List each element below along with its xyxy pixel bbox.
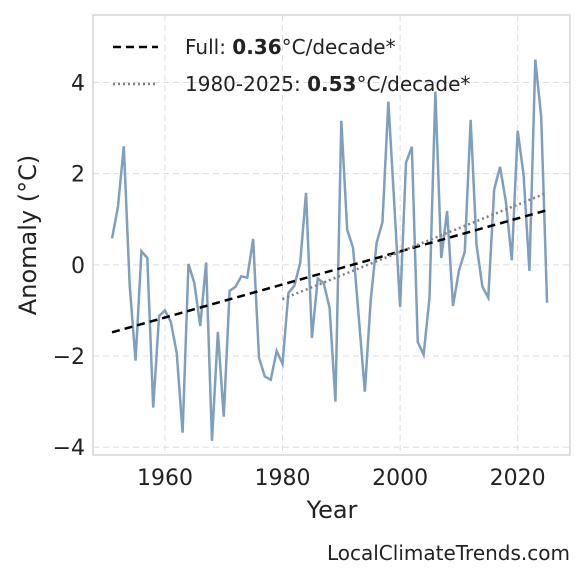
legend-label-part: °C/decade* (282, 35, 396, 59)
legend-label-part: 1980-2025: (185, 72, 307, 96)
legend-label: Full: 0.36°C/decade* (185, 35, 396, 59)
legend-label-part: 0.36 (232, 35, 281, 59)
series-line (111, 208, 548, 334)
y-tick-label: 4 (71, 71, 85, 96)
x-axis-label: Year (306, 496, 358, 524)
y-tick-label: −2 (53, 345, 85, 370)
x-tick-label: 2020 (490, 466, 546, 491)
series-line (110, 59, 549, 441)
y-tick-label: 0 (71, 254, 85, 279)
legend-label-part: °C/decade* (356, 72, 470, 96)
footer: LocalClimateTrends.com (327, 541, 570, 565)
x-tick-label: 1960 (137, 466, 193, 491)
legend-label: 1980-2025: 0.53°C/decade* (185, 72, 470, 96)
y-tick-label: 2 (71, 163, 85, 188)
y-axis-label: Anomaly (°C) (14, 155, 42, 315)
y-tick-label: −4 (53, 436, 85, 461)
x-tick-label: 2000 (372, 466, 428, 491)
plot-frame (92, 14, 571, 456)
x-tick-label: 1980 (255, 466, 311, 491)
legend-label-part: 0.53 (307, 72, 356, 96)
legend-label-part: Full: (185, 35, 232, 59)
